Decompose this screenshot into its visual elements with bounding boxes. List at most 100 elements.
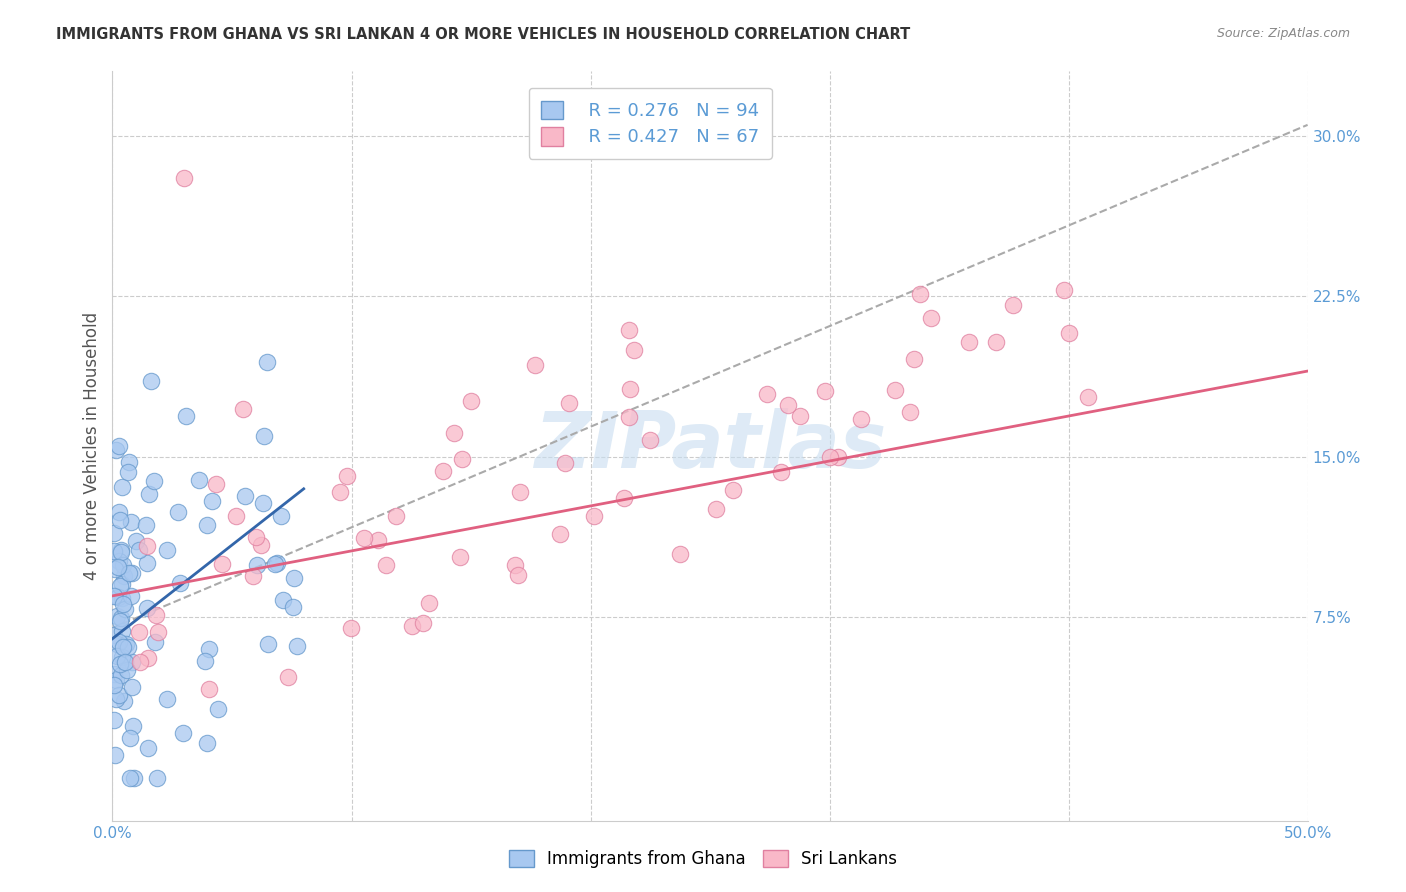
Point — [107, 439, 129, 453]
Point — [195, 517, 218, 532]
Point — [143, 474, 166, 488]
Point — [114, 602, 136, 616]
Point — [103, 525, 125, 540]
Point — [920, 310, 942, 325]
Point — [959, 334, 981, 349]
Point — [460, 394, 482, 409]
Point — [128, 625, 150, 640]
Point — [112, 694, 135, 708]
Point — [155, 691, 177, 706]
Point — [273, 593, 295, 607]
Point — [121, 656, 143, 670]
Point — [1001, 298, 1024, 312]
Point — [336, 468, 359, 483]
Text: ZIPatlas: ZIPatlas — [534, 408, 886, 484]
Point — [242, 569, 264, 583]
Point — [104, 443, 127, 458]
Point — [110, 544, 132, 558]
Point — [443, 426, 465, 441]
Point — [264, 557, 287, 571]
Point — [235, 489, 257, 503]
Point — [1077, 390, 1099, 404]
Point — [107, 590, 129, 604]
Point — [145, 607, 167, 622]
Point — [548, 527, 571, 541]
Point — [114, 637, 136, 651]
Point — [432, 464, 454, 478]
Point — [103, 666, 125, 681]
Point — [814, 384, 837, 398]
Legend: Immigrants from Ghana, Sri Lankans: Immigrants from Ghana, Sri Lankans — [502, 843, 904, 875]
Point — [146, 771, 169, 785]
Point — [270, 508, 292, 523]
Point — [103, 628, 125, 642]
Point — [450, 452, 472, 467]
Point — [583, 509, 606, 524]
Point — [553, 457, 575, 471]
Point — [136, 651, 159, 665]
Point — [194, 654, 217, 668]
Point — [984, 335, 1007, 350]
Point — [250, 537, 273, 551]
Point — [903, 351, 925, 366]
Point — [112, 558, 135, 573]
Point — [117, 465, 139, 479]
Point — [145, 634, 167, 648]
Point — [105, 637, 128, 651]
Point — [617, 409, 640, 424]
Point — [105, 649, 128, 664]
Point — [200, 494, 222, 508]
Point — [122, 719, 145, 733]
Point — [523, 359, 546, 373]
Point — [908, 287, 931, 301]
Point — [120, 589, 142, 603]
Point — [385, 509, 408, 524]
Point — [108, 614, 131, 628]
Point — [108, 554, 131, 568]
Point — [114, 655, 136, 669]
Point — [232, 402, 254, 417]
Point — [121, 566, 143, 580]
Point — [375, 558, 398, 573]
Point — [187, 473, 209, 487]
Point — [120, 771, 142, 785]
Point — [110, 611, 132, 625]
Point — [898, 405, 921, 419]
Point — [849, 412, 872, 426]
Point — [558, 396, 581, 410]
Point — [1057, 326, 1080, 341]
Point — [112, 597, 135, 611]
Point — [211, 557, 233, 571]
Point — [115, 663, 138, 677]
Text: IMMIGRANTS FROM GHANA VS SRI LANKAN 4 OR MORE VEHICLES IN HOUSEHOLD CORRELATION : IMMIGRANTS FROM GHANA VS SRI LANKAN 4 OR… — [56, 27, 911, 42]
Point — [669, 547, 692, 561]
Point — [283, 570, 305, 584]
Point — [1053, 283, 1076, 297]
Point — [789, 409, 811, 424]
Point — [138, 487, 160, 501]
Point — [198, 681, 221, 696]
Point — [256, 355, 278, 369]
Point — [253, 428, 276, 442]
Point — [776, 398, 799, 412]
Point — [638, 434, 661, 448]
Point — [205, 477, 228, 491]
Point — [118, 455, 141, 469]
Point — [613, 491, 636, 506]
Point — [198, 642, 221, 657]
Point — [110, 543, 132, 558]
Point — [169, 575, 191, 590]
Point — [110, 668, 132, 682]
Point — [121, 680, 143, 694]
Legend:   R = 0.276   N = 94,   R = 0.427   N = 67: R = 0.276 N = 94, R = 0.427 N = 67 — [529, 88, 772, 159]
Point — [135, 556, 157, 570]
Point — [128, 655, 150, 669]
Point — [103, 678, 125, 692]
Point — [755, 386, 778, 401]
Point — [103, 748, 125, 763]
Y-axis label: 4 or more Vehicles in Household: 4 or more Vehicles in Household — [83, 312, 101, 580]
Point — [125, 534, 148, 549]
Point — [721, 483, 744, 497]
Point — [883, 384, 905, 398]
Point — [111, 480, 134, 494]
